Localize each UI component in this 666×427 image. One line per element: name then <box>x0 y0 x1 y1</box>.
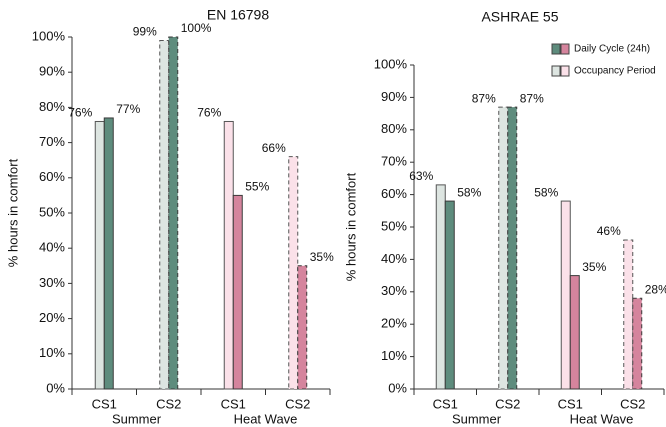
x-tick-label: CS2 <box>285 396 310 411</box>
value-label: 35% <box>582 260 606 274</box>
value-label: 76% <box>68 106 92 120</box>
bar <box>507 106 518 390</box>
y-tick-label: 70% <box>381 154 407 169</box>
bar <box>159 40 170 390</box>
bar <box>288 156 299 390</box>
bar <box>560 200 571 390</box>
bar <box>569 275 580 390</box>
group-label: Summer <box>452 411 502 426</box>
value-label: 87% <box>472 91 496 105</box>
x-tick-label: CS2 <box>156 396 181 411</box>
bar <box>223 120 234 390</box>
legend-label: Daily Cycle (24h) <box>574 44 650 55</box>
y-tick-label: 80% <box>381 121 407 136</box>
x-tick-label: CS1 <box>92 396 117 411</box>
y-tick-label: 0% <box>388 380 407 395</box>
value-label: 58% <box>534 185 558 199</box>
y-tick-label: 50% <box>39 204 65 219</box>
bar <box>168 36 179 390</box>
y-tick-label: 10% <box>381 348 407 363</box>
group-label: Heat Wave <box>570 411 634 426</box>
y-tick-label: 30% <box>381 283 407 298</box>
bar <box>444 200 455 390</box>
legend-swatch <box>551 65 561 77</box>
y-tick-label: 100% <box>32 28 66 43</box>
y-tick-label: 40% <box>381 251 407 266</box>
value-label: 55% <box>245 180 269 194</box>
y-tick-label: 20% <box>39 310 65 325</box>
y-tick-label: 90% <box>381 89 407 104</box>
y-tick-label: 100% <box>374 56 408 71</box>
x-tick-label: CS2 <box>620 396 645 411</box>
chart-title: ASHRAE 55 <box>481 9 558 25</box>
group-label: Heat Wave <box>234 411 298 426</box>
y-tick-label: 60% <box>381 186 407 201</box>
y-tick-label: 80% <box>39 99 65 114</box>
x-tick-label: CS1 <box>221 396 246 411</box>
bar <box>232 194 243 390</box>
y-tick-label: 70% <box>39 134 65 149</box>
value-label: 87% <box>520 91 544 105</box>
legend-swatch <box>560 43 570 55</box>
value-label: 35% <box>310 250 334 264</box>
bar <box>623 239 634 390</box>
group-label: Summer <box>112 411 162 426</box>
legend-label: Occupancy Period <box>574 66 656 77</box>
bar <box>297 265 308 390</box>
legend-swatch <box>551 43 561 55</box>
y-tick-label: 30% <box>39 275 65 290</box>
bar <box>103 117 114 390</box>
x-tick-label: CS1 <box>433 396 458 411</box>
value-label: 77% <box>116 102 140 116</box>
y-tick-label: 50% <box>381 218 407 233</box>
x-tick-label: CS2 <box>495 396 520 411</box>
y-tick-label: 20% <box>381 316 407 331</box>
y-tick-label: 40% <box>39 240 65 255</box>
bar <box>632 297 643 390</box>
value-label: 46% <box>597 224 621 238</box>
legend-swatch <box>560 65 570 77</box>
y-axis-label: % hours in comfort <box>343 172 358 281</box>
y-axis-label: % hours in comfort <box>5 158 20 267</box>
value-label: 28% <box>645 282 666 296</box>
x-tick-label: CS1 <box>558 396 583 411</box>
value-label: 99% <box>133 25 157 39</box>
y-tick-label: 10% <box>39 345 65 360</box>
value-label: 63% <box>409 169 433 183</box>
bar <box>94 120 105 390</box>
y-tick-label: 90% <box>39 64 65 79</box>
y-tick-label: 0% <box>46 380 65 395</box>
chart-title: EN 16798 <box>207 7 269 23</box>
value-label: 66% <box>262 141 286 155</box>
y-tick-label: 60% <box>39 169 65 184</box>
bar <box>435 184 446 390</box>
value-label: 58% <box>457 185 481 199</box>
value-label: 76% <box>197 106 221 120</box>
bar <box>498 106 509 390</box>
value-label: 100% <box>181 21 212 35</box>
